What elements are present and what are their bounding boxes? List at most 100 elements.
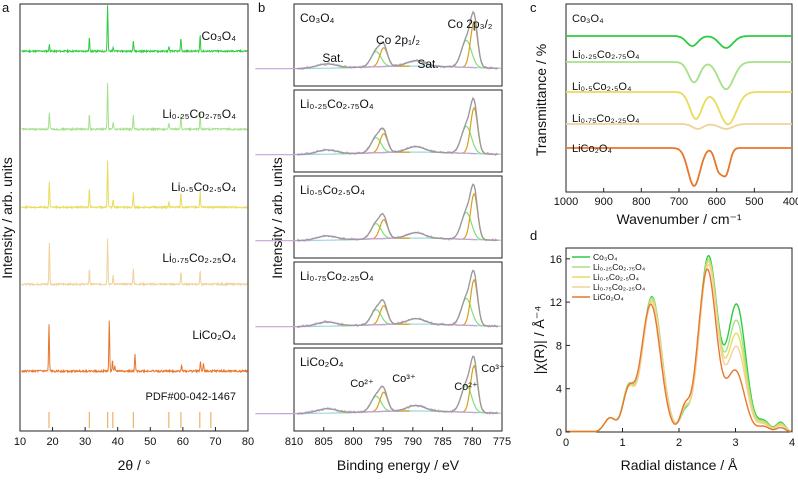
d-x-tick-label-0: 0 (563, 437, 569, 449)
b-annot-co3plus-1: Co³⁺ (392, 373, 416, 385)
xrd-line-Li05 (21, 160, 248, 210)
b-annot-sat1: Sat. (322, 51, 343, 65)
b-x-tick-label-810: 810 (285, 436, 303, 448)
b-subpanel-frame-Li05 (293, 175, 503, 259)
panel-letter-a: a (2, 0, 10, 15)
d-y-tick-label-0: 0 (556, 427, 562, 439)
c-x-tick-label-700: 700 (670, 196, 688, 208)
d-x-tick-label-3: 3 (732, 437, 738, 449)
ftir-series-label-Li05: Li₀.₅Co₂.₅O₄ (572, 81, 632, 93)
a-x-tick-label-70: 70 (209, 436, 221, 448)
xrd-line-LiCoO2 (21, 320, 248, 374)
ftir-line-Li075 (566, 123, 792, 130)
legend-label-Li025: Li₀.₂₅Co₂.₇₅O₄ (593, 262, 646, 272)
b-x-tick-label-795: 795 (374, 436, 392, 448)
d-x-tick-label-1: 1 (619, 437, 625, 449)
b-annot-co2p12: Co 2p₁/₂ (376, 33, 420, 47)
a-x-axis-label: 2θ / ° (118, 457, 151, 473)
ftir-line-Co3O4 (566, 35, 792, 49)
d-y-tick-label-12: 12 (550, 297, 562, 309)
b-annot-co2plus-1: Co²⁺ (350, 378, 374, 390)
panel-c-ftir: Co₃O₄ Li₀.₂₅Co₂.₇₅O₄ Li₀.₅Co₂.₅O₄ Li₀.₇₅Co₂… (533, 3, 798, 227)
panel-letter-c: c (530, 0, 537, 15)
legend-label-Li05: Li₀.₅Co₂.₅O₄ (593, 272, 639, 282)
b-annot-sat2: Sat. (417, 57, 438, 71)
b-annot-co3plus-2: Co³⁺ (481, 363, 505, 375)
d-y-tick-label-8: 8 (556, 340, 562, 352)
d-x-tick-label-4: 4 (789, 437, 795, 449)
ftir-series-label-LiCoO2: LiCo₂O₄ (572, 143, 612, 155)
b-sublabel-Li025: Li₀.₂₅Co₂.₇₅O₄ (300, 97, 374, 111)
c-y-axis-label: Transmittance / % (533, 44, 549, 156)
b-component-1-Li025 (449, 106, 498, 155)
xrd-line-Li075 (21, 238, 248, 287)
xrd-series-label-Co3O4: Co₃O₄ (202, 29, 237, 43)
b-component-1-Li075 (449, 278, 498, 327)
xrd-reference-label: PDF#00-042-1467 (145, 391, 236, 403)
b-envelope-Co3O4 (296, 11, 498, 70)
c-x-tick-label-500: 500 (745, 196, 763, 208)
b-x-tick-label-780: 780 (463, 436, 481, 448)
b-envelope-Li05 (296, 183, 498, 242)
b-sublabel-LiCoO2: LiCo₂O₄ (300, 355, 344, 369)
ftir-line-LiCoO2 (566, 147, 792, 187)
panel-a-frame (19, 3, 249, 432)
d-y-tick-label-4: 4 (556, 384, 562, 396)
a-x-tick-label-30: 30 (79, 436, 91, 448)
d-y-tick-label-16: 16 (550, 254, 562, 266)
b-component-1-Li05 (449, 192, 498, 241)
a-x-tick-label-20: 20 (46, 436, 58, 448)
b-x-tick-label-775: 775 (493, 436, 511, 448)
b-envelope-LiCoO2 (297, 355, 498, 415)
b-annot-co2plus-2: Co²⁺ (454, 381, 478, 393)
b-sublabel-Co3O4: Co₃O₄ (300, 11, 335, 25)
c-x-axis-label: Wavenumber / cm⁻¹ (616, 211, 741, 227)
ftir-line-Li025 (566, 61, 792, 91)
a-x-tick-label-40: 40 (112, 436, 124, 448)
panel-letter-d: d (530, 228, 537, 243)
a-x-tick-label-50: 50 (144, 436, 156, 448)
b-envelope-Li075 (296, 269, 498, 328)
c-x-tick-label-1000: 1000 (554, 196, 578, 208)
xrd-series-label-LiCoO2: LiCo₂O₄ (192, 328, 236, 342)
legend-label-Li075: Li₀.₇₅Co₂.₂₅O₄ (593, 282, 646, 292)
panel-b-xps: Co₃O₄ Li₀.₂₅Co₂.₇₅O₄ Li₀.₅Co₂.₅O₄ Li₀.₇₅Co₂… (255, 3, 511, 473)
b-x-tick-label-805: 805 (315, 436, 333, 448)
d-x-axis-label: Radial distance / Å (621, 457, 738, 473)
panel-c-frame (565, 3, 793, 193)
b-x-axis-label: Binding energy / eV (337, 457, 460, 473)
ftir-series-label-Co3O4: Co₃O₄ (572, 13, 604, 25)
b-x-tick-label-785: 785 (433, 436, 451, 448)
xrd-series-label-Li025: Li₀.₂₅Co₂.₇₅O₄ (162, 107, 236, 121)
b-subpanel-frame-Li075 (293, 261, 503, 345)
legend-label-LiCoO2: LiCo₂O₄ (593, 292, 624, 302)
b-sublabel-Li05: Li₀.₅Co₂.₅O₄ (300, 183, 365, 197)
b-envelope-Li025 (296, 97, 498, 156)
a-y-axis-label: Intensity / arb. units (0, 157, 15, 278)
b-annot-co2p32: Co 2p₃/₂ (448, 17, 493, 31)
ftir-series-label-Li025: Li₀.₂₅Co₂.₇₅O₄ (572, 49, 640, 61)
b-x-tick-label-790: 790 (404, 436, 422, 448)
c-x-tick-label-800: 800 (632, 196, 650, 208)
a-x-tick-label-80: 80 (242, 436, 254, 448)
panel-letter-b: b (258, 0, 265, 15)
xrd-series-label-Li075: Li₀.₇₅Co₂.₂₅O₄ (162, 251, 236, 265)
xrd-series-label-Li05: Li₀.₅Co₂.₅O₄ (171, 180, 236, 194)
exafs-line-LiCoO2 (566, 268, 792, 433)
c-x-tick-label-400: 400 (783, 196, 798, 208)
a-x-tick-label-60: 60 (177, 436, 189, 448)
b-subpanel-frame-Li025 (293, 89, 503, 173)
ftir-line-Li05 (566, 91, 792, 126)
c-x-tick-label-600: 600 (707, 196, 725, 208)
ftir-series-label-Li075: Li₀.₇₅Co₂.₂₅O₄ (572, 113, 640, 125)
b-sublabel-Li075: Li₀.₇₅Co₂.₂₅O₄ (300, 269, 374, 283)
a-x-tick-label-10: 10 (14, 436, 26, 448)
b-subpanel-frame-LiCoO2 (293, 347, 503, 432)
c-x-tick-label-900: 900 (594, 196, 612, 208)
panel-a-xrd: Co₃O₄ Li₀.₂₅Co₂.₇₅O₄ Li₀.₅Co₂.₅O₄ Li₀.₇₅Co₂… (0, 3, 254, 473)
xrd-line-Li025 (21, 82, 248, 132)
b-y-axis-label: Intensity / arb. units (269, 157, 285, 278)
d-x-tick-label-2: 2 (676, 437, 682, 449)
